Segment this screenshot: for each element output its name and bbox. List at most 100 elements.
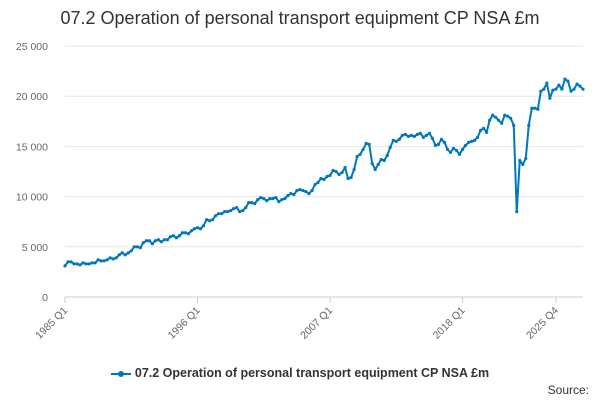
- data-point[interactable]: [165, 238, 169, 242]
- data-point[interactable]: [220, 212, 224, 216]
- data-point[interactable]: [229, 209, 233, 213]
- data-point[interactable]: [150, 242, 154, 246]
- data-point[interactable]: [250, 201, 254, 205]
- data-point[interactable]: [90, 261, 94, 265]
- data-point[interactable]: [319, 176, 323, 181]
- data-point[interactable]: [99, 259, 103, 263]
- data-point[interactable]: [153, 239, 157, 243]
- data-point[interactable]: [409, 133, 413, 137]
- data-point[interactable]: [310, 188, 314, 193]
- data-point[interactable]: [162, 238, 166, 242]
- data-point[interactable]: [274, 196, 278, 200]
- data-point[interactable]: [515, 210, 519, 214]
- data-point[interactable]: [289, 191, 293, 196]
- data-point[interactable]: [331, 168, 335, 173]
- data-point[interactable]: [445, 147, 450, 152]
- data-point[interactable]: [545, 81, 549, 85]
- data-point[interactable]: [117, 253, 121, 257]
- data-point[interactable]: [433, 143, 438, 147]
- data-point[interactable]: [463, 143, 468, 147]
- data-point[interactable]: [247, 201, 251, 205]
- data-point[interactable]: [469, 139, 474, 143]
- data-point[interactable]: [271, 197, 275, 201]
- data-point[interactable]: [253, 202, 257, 206]
- data-point[interactable]: [207, 219, 212, 223]
- data-point[interactable]: [277, 200, 281, 204]
- data-point[interactable]: [554, 87, 558, 91]
- data-point[interactable]: [235, 206, 239, 210]
- data-point[interactable]: [485, 130, 489, 134]
- data-point[interactable]: [123, 253, 127, 257]
- data-point[interactable]: [412, 134, 416, 138]
- data-point[interactable]: [424, 133, 428, 137]
- data-point[interactable]: [210, 218, 215, 222]
- data-point[interactable]: [367, 142, 371, 146]
- data-point[interactable]: [557, 83, 561, 87]
- data-point[interactable]: [126, 251, 130, 255]
- data-point[interactable]: [527, 123, 531, 127]
- data-point[interactable]: [135, 245, 139, 249]
- data-point[interactable]: [370, 161, 374, 166]
- data-point[interactable]: [232, 207, 236, 211]
- data-point[interactable]: [307, 191, 311, 196]
- data-point[interactable]: [457, 152, 462, 157]
- data-point[interactable]: [84, 262, 88, 266]
- data-point[interactable]: [156, 238, 160, 242]
- data-point[interactable]: [259, 196, 263, 200]
- data-point[interactable]: [216, 212, 221, 216]
- data-point[interactable]: [322, 177, 326, 182]
- data-point[interactable]: [475, 135, 480, 139]
- data-point[interactable]: [436, 142, 441, 146]
- data-point[interactable]: [102, 259, 106, 263]
- data-point[interactable]: [518, 158, 522, 163]
- data-point[interactable]: [406, 134, 410, 138]
- data-point[interactable]: [144, 239, 148, 243]
- data-point[interactable]: [421, 135, 425, 139]
- data-point[interactable]: [174, 236, 179, 240]
- data-point[interactable]: [385, 153, 389, 158]
- data-point[interactable]: [87, 262, 91, 266]
- data-point[interactable]: [268, 197, 272, 201]
- data-point[interactable]: [427, 131, 432, 135]
- data-point[interactable]: [337, 172, 341, 177]
- data-point[interactable]: [262, 197, 266, 201]
- data-point[interactable]: [382, 158, 386, 163]
- data-point[interactable]: [295, 188, 299, 193]
- data-point[interactable]: [147, 239, 151, 243]
- data-point[interactable]: [530, 106, 534, 110]
- data-point[interactable]: [566, 79, 570, 83]
- data-point[interactable]: [201, 224, 206, 228]
- data-point[interactable]: [325, 174, 329, 179]
- data-point[interactable]: [159, 240, 163, 244]
- data-point[interactable]: [500, 121, 504, 125]
- data-point[interactable]: [69, 260, 73, 264]
- data-point[interactable]: [488, 118, 492, 122]
- data-point[interactable]: [563, 77, 567, 81]
- data-point[interactable]: [533, 106, 537, 110]
- data-point[interactable]: [213, 214, 218, 218]
- data-point[interactable]: [394, 139, 398, 143]
- data-point[interactable]: [358, 152, 362, 157]
- data-point[interactable]: [244, 206, 248, 210]
- data-point[interactable]: [198, 227, 203, 231]
- data-point[interactable]: [226, 210, 230, 214]
- data-point[interactable]: [451, 146, 456, 151]
- data-point[interactable]: [364, 141, 368, 145]
- data-point[interactable]: [379, 157, 383, 162]
- data-point[interactable]: [400, 133, 404, 137]
- data-point[interactable]: [551, 88, 555, 92]
- data-point[interactable]: [373, 167, 377, 172]
- data-point[interactable]: [439, 137, 444, 141]
- data-point[interactable]: [204, 218, 209, 222]
- data-point[interactable]: [352, 167, 356, 172]
- data-point[interactable]: [460, 147, 465, 152]
- data-point[interactable]: [138, 246, 142, 250]
- data-point[interactable]: [334, 169, 338, 174]
- data-point[interactable]: [361, 147, 365, 152]
- data-point[interactable]: [304, 189, 308, 194]
- data-point[interactable]: [542, 87, 546, 91]
- data-point[interactable]: [497, 118, 501, 122]
- data-point[interactable]: [376, 162, 380, 167]
- data-point[interactable]: [472, 138, 477, 142]
- data-point[interactable]: [186, 232, 191, 236]
